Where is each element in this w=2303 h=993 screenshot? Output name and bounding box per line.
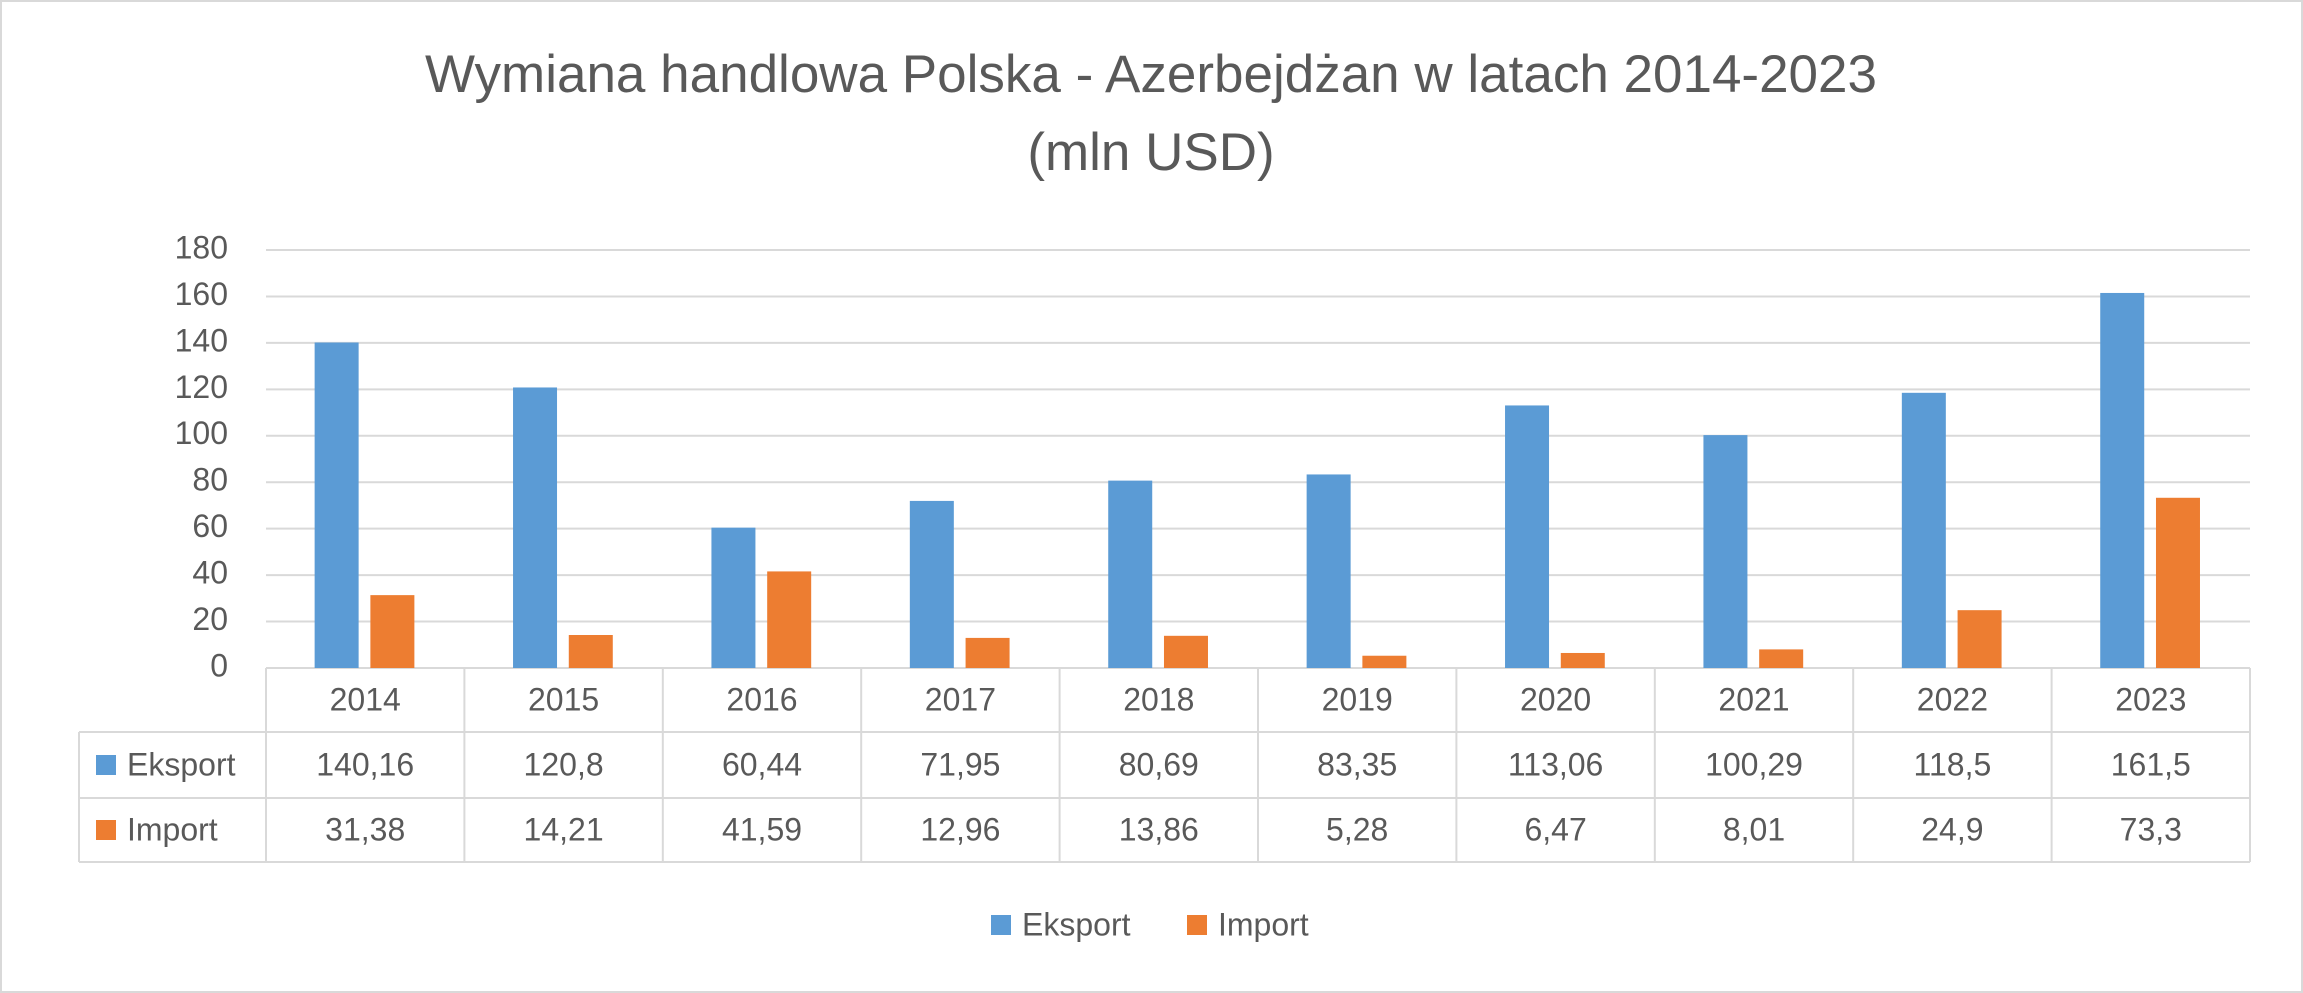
table-row-label: Import [127, 811, 218, 847]
x-tick-label: 2017 [925, 681, 996, 717]
table-value: 100,29 [1705, 746, 1803, 782]
table-row-label: Eksport [127, 746, 236, 782]
table-value: 13,86 [1119, 811, 1199, 847]
table-value: 161,5 [2111, 746, 2191, 782]
y-tick-label: 40 [192, 555, 228, 591]
bar [2100, 292, 2145, 668]
x-tick-label: 2022 [1917, 681, 1988, 717]
y-tick-label: 180 [175, 229, 228, 265]
chart-title: Wymiana handlowa Polska - Azerbejdżan w … [425, 45, 1877, 104]
bar [513, 387, 558, 668]
x-tick-label: 2016 [726, 681, 797, 717]
table-value: 83,35 [1317, 746, 1397, 782]
table-value: 12,96 [920, 811, 1000, 847]
table-value: 8,01 [1723, 811, 1785, 847]
bar [1108, 480, 1153, 668]
table-value: 73,3 [2120, 811, 2182, 847]
y-tick-label: 140 [175, 322, 228, 358]
x-tick-label: 2019 [1322, 681, 1393, 717]
bar [1759, 649, 1804, 668]
table-value: 31,38 [325, 811, 405, 847]
table-value: 24,9 [1921, 811, 1983, 847]
legend-label: Import [1218, 906, 1309, 942]
bar [314, 342, 359, 668]
table-value: 5,28 [1326, 811, 1388, 847]
table-value: 140,16 [316, 746, 414, 782]
bar [1703, 435, 1748, 668]
x-tick-label: 2023 [2115, 681, 2186, 717]
legend-swatch [1187, 915, 1207, 935]
table-value: 6,47 [1524, 811, 1586, 847]
y-tick-label: 160 [175, 276, 228, 312]
table-value: 118,5 [1914, 746, 1992, 782]
table-value: 113,06 [1508, 746, 1604, 782]
bar [909, 500, 954, 668]
bar [1560, 652, 1605, 668]
table-value: 41,59 [722, 811, 802, 847]
bar [568, 635, 613, 668]
table-legend-swatch [96, 820, 116, 840]
bar [711, 527, 756, 668]
bar [1362, 655, 1407, 668]
table-value: 14,21 [524, 811, 604, 847]
bar [1901, 392, 1946, 668]
x-tick-label: 2020 [1520, 681, 1591, 717]
x-tick-label: 2014 [330, 681, 401, 717]
y-tick-label: 120 [175, 369, 228, 405]
bar [1505, 405, 1550, 668]
x-tick-label: 2018 [1123, 681, 1194, 717]
bar [1306, 474, 1351, 668]
legend-swatch [991, 915, 1011, 935]
table-value: 71,95 [920, 746, 1000, 782]
x-tick-label: 2015 [528, 681, 599, 717]
table-value: 60,44 [722, 746, 802, 782]
table-legend-swatch [96, 755, 116, 775]
table-value: 80,69 [1119, 746, 1199, 782]
chart-subtitle: (mln USD) [1027, 123, 1274, 182]
y-tick-label: 80 [192, 462, 228, 498]
x-tick-label: 2021 [1718, 681, 1789, 717]
table-value: 120,8 [524, 746, 604, 782]
bar [2155, 497, 2200, 668]
legend-label: Eksport [1022, 906, 1131, 942]
bar [767, 571, 812, 668]
bar [370, 595, 415, 668]
y-tick-label: 100 [175, 415, 228, 451]
y-tick-label: 60 [192, 508, 228, 544]
bar [1163, 635, 1208, 668]
bar [1957, 610, 2002, 668]
y-tick-label: 20 [192, 601, 228, 637]
y-tick-label: 0 [210, 647, 228, 683]
bar [965, 637, 1010, 668]
